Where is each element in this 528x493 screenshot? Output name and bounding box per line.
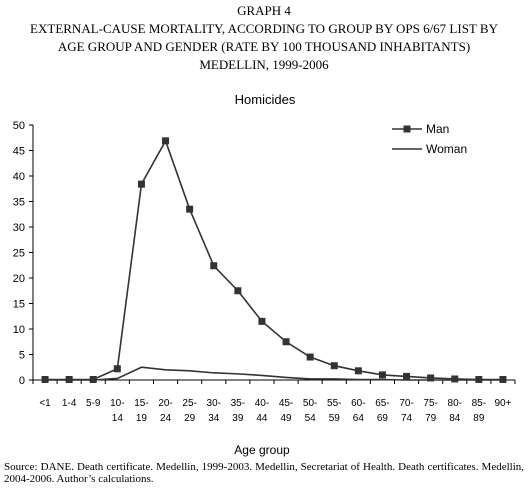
data-point-man [427,374,435,382]
data-point-man [210,262,218,270]
y-tick-label: 50 [13,120,25,132]
x-tick-label: 5-9 [86,398,101,409]
x-tick-label: 30- [207,398,221,409]
graph-label: GRAPH 4 [237,3,291,18]
data-point-man [137,180,145,188]
axes [32,125,515,381]
y-tick-label: 45 [13,146,25,158]
series-layer [41,137,507,383]
data-point-man [234,287,242,295]
data-point-man [403,372,411,380]
x-tick-label: 65- [375,398,389,409]
y-tick-label: 15 [13,299,25,311]
chart-header: GRAPH 4 EXTERNAL-CAUSE MORTALITY, ACCORD… [0,0,528,74]
x-tick-label: 89 [473,413,485,424]
data-point-man [113,365,121,373]
chart-title: Homicides [235,92,296,107]
x-tick-label: 90+ [494,398,511,409]
legend-label-woman: Woman [426,142,467,156]
x-tick-label: 20- [158,398,172,409]
chart-main-title-line1: EXTERNAL-CAUSE MORTALITY, ACCORDING TO G… [30,21,498,36]
x-tick-label: 85- [472,398,486,409]
chart-main-title-line3: MEDELLIN, 1999-2006 [199,57,329,72]
series-line-man [45,138,503,381]
y-tick-label: 35 [13,197,25,209]
x-tick-label: 10- [110,398,124,409]
x-tick-label: 29 [184,413,196,424]
x-tick-label: 15- [134,398,148,409]
x-tick-label: 44 [256,413,268,424]
x-tick-label: 79 [425,413,437,424]
x-tick-label: 34 [208,413,220,424]
x-tick-label: 25- [182,398,196,409]
y-tick-label: 30 [13,222,25,234]
x-tick-label: 80- [448,398,462,409]
x-tick-label: 55- [327,398,341,409]
y-axis-ticks: 0 5 10 15 20 25 30 35 40 45 50 [13,120,33,387]
data-point-man [162,137,170,145]
homicides-line-chart: Homicides 0 5 10 15 20 25 30 35 40 45 50 <1 1-4 5-9 1… [13,92,516,457]
data-point-man [378,371,386,379]
data-point-man [330,362,338,370]
x-tick-label: 69 [377,413,389,424]
y-tick-label: 5 [19,350,25,362]
x-tick-label: 40- [255,398,269,409]
x-tick-label: <1 [39,398,51,409]
y-tick-label: 0 [19,375,25,387]
x-tick-label: 39 [232,413,244,424]
x-tick-label: 60- [351,398,365,409]
x-tick-label: 45- [279,398,293,409]
x-axis-ticks: <1 1-4 5-9 10- 14 15- 19 20- 24 25- 29 30- 34 35- 39 40… [32,380,516,424]
data-point-man [258,317,266,325]
y-tick-label: 25 [13,248,25,260]
legend: Man Woman [392,122,467,156]
x-tick-label: 19 [136,413,148,424]
x-tick-label: 74 [401,413,413,424]
x-axis-label: Age group [234,443,290,457]
data-point-man [306,353,314,361]
y-tick-label: 40 [13,171,25,183]
x-tick-label: 64 [353,413,365,424]
source-note: Source: DANE. Death certificate. Medelli… [4,461,524,485]
data-point-man [354,367,362,375]
x-tick-label: 1-4 [62,398,77,409]
x-tick-label: 70- [399,398,413,409]
data-point-man [451,375,459,383]
legend-label-man: Man [426,122,449,136]
x-tick-label: 84 [449,413,461,424]
series-line-woman [45,366,503,381]
x-tick-label: 49 [280,413,292,424]
chart-main-title-line2: AGE GROUP AND GENDER (RATE BY 100 THOUSA… [57,39,471,54]
x-tick-label: 54 [305,413,317,424]
x-tick-label: 75- [423,398,437,409]
x-tick-label: 35- [231,398,245,409]
x-tick-label: 50- [303,398,317,409]
x-tick-label: 59 [329,413,341,424]
x-tick-label: 24 [160,413,172,424]
y-tick-label: 20 [13,273,25,285]
x-tick-label: 14 [112,413,124,424]
y-tick-label: 10 [13,324,25,336]
data-point-man [282,338,290,346]
legend-marker-man [403,125,411,133]
data-point-man [186,205,194,213]
